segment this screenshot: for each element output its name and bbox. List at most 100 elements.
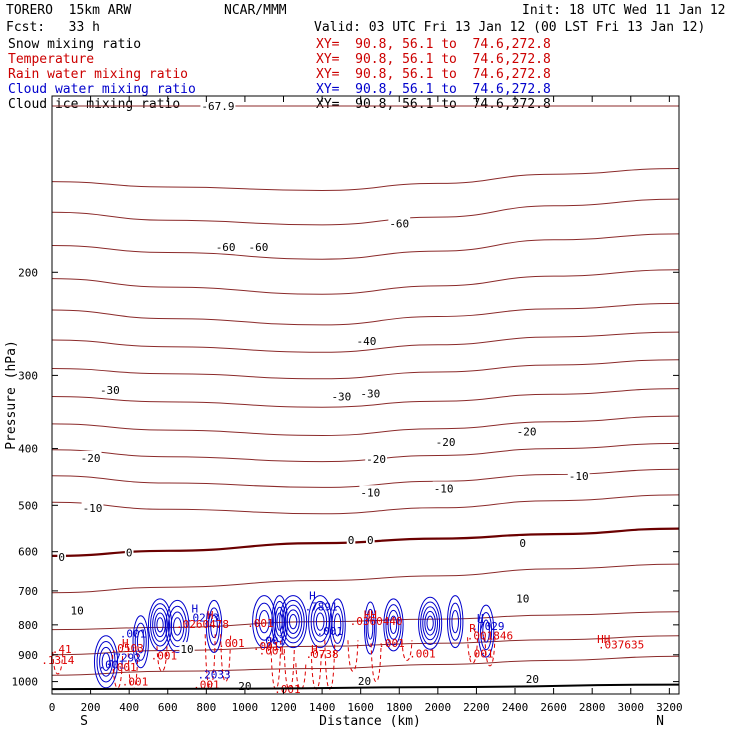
rain-water-label: .41 [52, 643, 72, 656]
rain-water-label: .001 [253, 640, 280, 653]
y-tick-label: 600 [18, 546, 38, 559]
header-valid: Valid: 03 UTC Fri 13 Jan 12 (00 LST Fri … [314, 20, 706, 35]
rain-water-label: .001 [259, 645, 286, 658]
isotherm-line [51, 331, 680, 353]
cloud-water-label: .001 [99, 658, 126, 671]
x-tick-label: 1400 [309, 701, 336, 714]
cloud-water-contour [331, 605, 344, 644]
isotherm-label: 10 [516, 592, 529, 605]
y-tick-label: 200 [18, 266, 38, 279]
field-label-cloud-water: Cloud water mixing ratio [8, 82, 196, 97]
cloud-water-contour [446, 595, 464, 649]
isotherm-label: -67.9 [201, 100, 234, 113]
cloud-water-contour [165, 599, 190, 653]
cloud-water-contour [365, 608, 375, 648]
cloud-water-contour [389, 615, 398, 635]
cloud-water-contour [99, 646, 113, 677]
rain-contour [370, 643, 382, 683]
cloud-water-contour [449, 602, 462, 641]
y-tick-label: 1000 [12, 676, 39, 689]
cloud-water-label: .2033 [197, 668, 230, 681]
isotherm-label: -10 [569, 470, 589, 483]
rain-water-label: .001 [467, 647, 494, 660]
y-tick-label: 300 [18, 369, 38, 382]
isotherm-line [51, 415, 680, 437]
isotherm-label: -10 [83, 502, 103, 515]
cloud-water-contour [152, 607, 168, 642]
isotherm-label-bg [355, 333, 378, 347]
isotherm-label: 0 [519, 537, 526, 550]
rain-water-label: HH [597, 633, 610, 646]
rain-water-label: .001 [409, 647, 436, 660]
isotherm-label-bg [366, 532, 375, 546]
field-xy-cloud-ice: XY= 90.8, 56.1 to 74.6,272.8 [316, 97, 551, 112]
field-label-snow: Snow mixing ratio [8, 37, 142, 52]
field-label-temperature: Temperature [8, 52, 95, 67]
y-tick-label: 500 [18, 499, 38, 512]
rain-contour [347, 640, 359, 672]
cloud-water-contour [480, 612, 493, 651]
isotherm-line [51, 359, 680, 380]
isotherm-label: 0 [126, 547, 133, 560]
isotherm-line [51, 233, 680, 260]
isotherm-label: -20 [436, 436, 456, 449]
rain-contour [112, 654, 124, 689]
y-tick-label: 700 [18, 585, 38, 598]
rain-water-label: .1314 [41, 654, 74, 667]
isotherm-label-bg [356, 673, 373, 687]
cloud-water-contour [387, 609, 400, 640]
isotherm-label-bg [124, 545, 134, 559]
isotherm-label-bg [518, 536, 528, 550]
cloud-water-contour [208, 607, 221, 646]
isotherm-line [51, 655, 680, 676]
rain-water-label: .001 [378, 637, 405, 650]
cloud-water-contour [154, 612, 166, 638]
isotherm-label-bg [515, 591, 531, 605]
cloud-water-contour [313, 606, 328, 637]
cloud-water-contour [315, 612, 325, 631]
cloud-water-contour [150, 603, 171, 647]
ground-surface [51, 683, 680, 691]
isotherm-label-bg [330, 389, 353, 403]
x-tick-label: 3200 [656, 701, 683, 714]
rain-water-label: H [122, 637, 129, 650]
isotherm-label-bg [79, 450, 102, 464]
axes: 0 200 400 600 800 1000 1200 1400 1600 1800 2000 220… [12, 96, 683, 714]
rain-water-label: .0360440 [350, 615, 403, 628]
y-tick-label: 900 [18, 649, 38, 662]
cloud-water-label: H [309, 590, 316, 603]
x-end-label-left: S [80, 714, 88, 729]
rain-contour [324, 640, 336, 690]
isotherm-label: -60 [389, 217, 409, 230]
isotherm-label-bg [388, 216, 411, 230]
rain-water-label: .001846 [467, 630, 513, 643]
isotherm-label-bg [432, 481, 455, 495]
cloud-water-label: H [191, 602, 198, 615]
rain-water-label: HH [364, 608, 377, 621]
rain-water-label: .0738 [306, 648, 339, 661]
rain-water-label: .001 [110, 661, 137, 674]
x-tick-label: 600 [158, 701, 178, 714]
cloud-water-contour [167, 605, 187, 648]
cloud-water-contour [96, 641, 116, 683]
isotherm-label-bg [567, 469, 590, 483]
x-tick-label: 2800 [579, 701, 606, 714]
cloud-water-label: .001 [259, 634, 286, 647]
x-tick-label: 2200 [463, 701, 490, 714]
isotherm-label: -20 [81, 452, 101, 465]
y-tick-label: 800 [18, 619, 38, 632]
isotherm-label: -10 [434, 482, 454, 495]
field-xy-rain: XY= 90.8, 56.1 to 74.6,272.8 [316, 67, 551, 82]
x-tick-label: 0 [49, 701, 56, 714]
cloud-water-contour [156, 617, 164, 633]
cloud-water-contour [101, 652, 111, 671]
isotherm-line [51, 168, 680, 192]
cloud-water-contour [279, 595, 308, 649]
field-xy-snow: XY= 90.8, 56.1 to 74.6,272.8 [316, 37, 551, 52]
rain-water-label: .037635 [598, 639, 644, 652]
isotherm-label: 0 [58, 551, 65, 564]
cloud-water-contour [367, 616, 374, 640]
x-tick-label: 1000 [232, 701, 259, 714]
isotherm-line [51, 269, 680, 295]
